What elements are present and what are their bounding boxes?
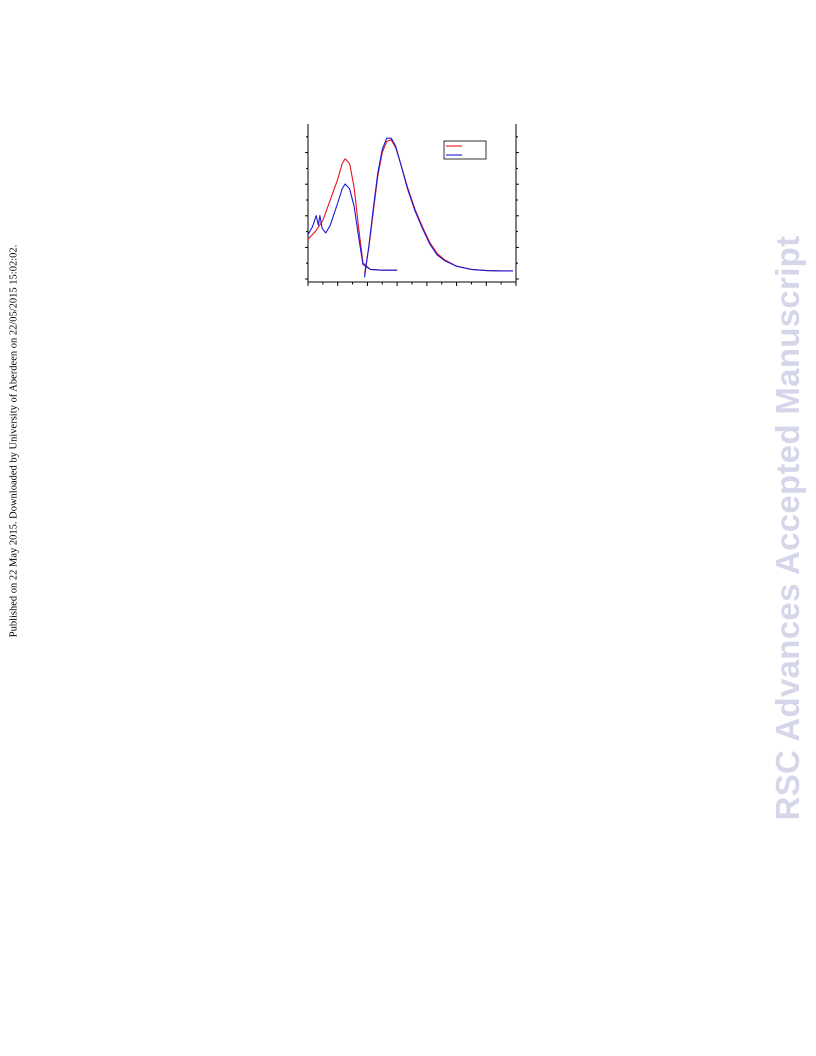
series-2-line-2: [363, 137, 513, 278]
legend-box: [443, 140, 487, 160]
series-1-line-1: [307, 158, 398, 271]
chart-lines: [307, 137, 513, 278]
spectrum-figure: [305, 124, 519, 286]
series-2-line-1: [307, 183, 398, 271]
watermark-text: RSC Advances Accepted Manuscript: [769, 235, 806, 821]
chart-axes: [305, 124, 519, 286]
series-1-line-2: [363, 139, 513, 275]
publication-note-text: Published on 22 May 2015. Downloaded by …: [8, 244, 20, 638]
chart-legend: [443, 140, 487, 160]
